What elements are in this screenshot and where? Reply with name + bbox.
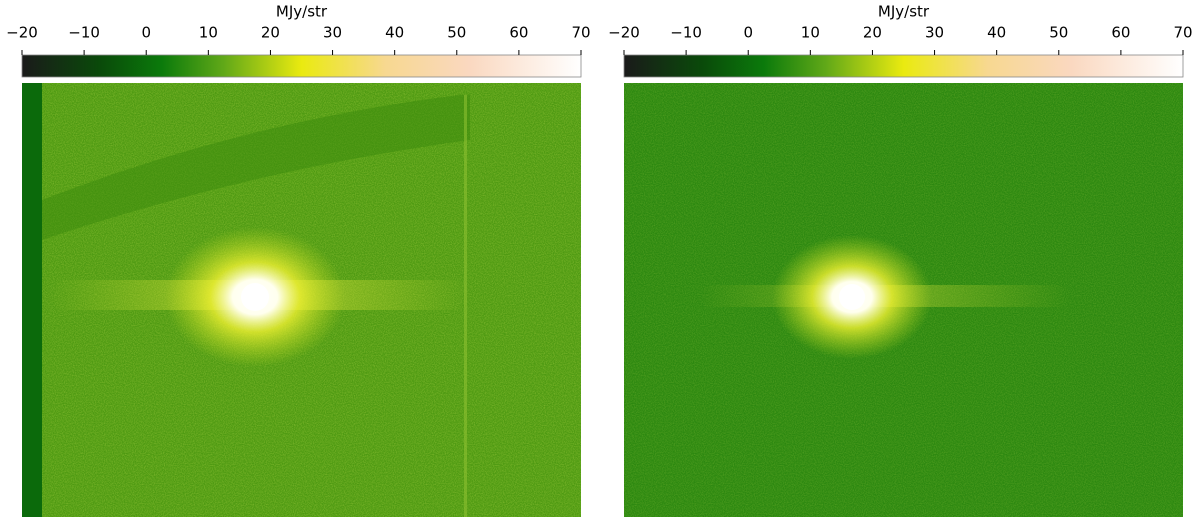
- colorbar-label: MJy/str: [878, 3, 930, 21]
- colorbar-tick-label: 60: [509, 24, 528, 42]
- colorbar-tick-label: 30: [323, 24, 342, 42]
- colorbar-tick-label: 30: [925, 24, 944, 42]
- colorbar-tick-label: 20: [261, 24, 280, 42]
- colorbar-tick-label: 50: [1049, 24, 1068, 42]
- colorbar-tick-label: 0: [141, 24, 151, 42]
- image-panel-right: [624, 83, 1183, 517]
- colorbar-tick-label: 50: [447, 24, 466, 42]
- colorbar-tick-label: −10: [670, 24, 702, 42]
- colorbar-tick-label: 70: [571, 24, 590, 42]
- colorbar-tick-label: 20: [863, 24, 882, 42]
- colorbar: [623, 54, 1184, 78]
- colorbar-label: MJy/str: [276, 3, 328, 21]
- colorbar-tick-label: −20: [608, 24, 640, 42]
- colorbar-tick-label: −10: [68, 24, 100, 42]
- colorbar-tick-label: 10: [199, 24, 218, 42]
- colorbar-tick-label: 70: [1173, 24, 1192, 42]
- image-panel-left: [22, 83, 581, 517]
- colorbar-tick-label: 40: [385, 24, 404, 42]
- colorbar-tick-label: 10: [801, 24, 820, 42]
- colorbar-tick-label: 0: [743, 24, 753, 42]
- colorbar-tick-label: −20: [6, 24, 38, 42]
- colorbar-tick-label: 40: [987, 24, 1006, 42]
- colorbar: [21, 54, 582, 78]
- colorbar-tick-label: 60: [1111, 24, 1130, 42]
